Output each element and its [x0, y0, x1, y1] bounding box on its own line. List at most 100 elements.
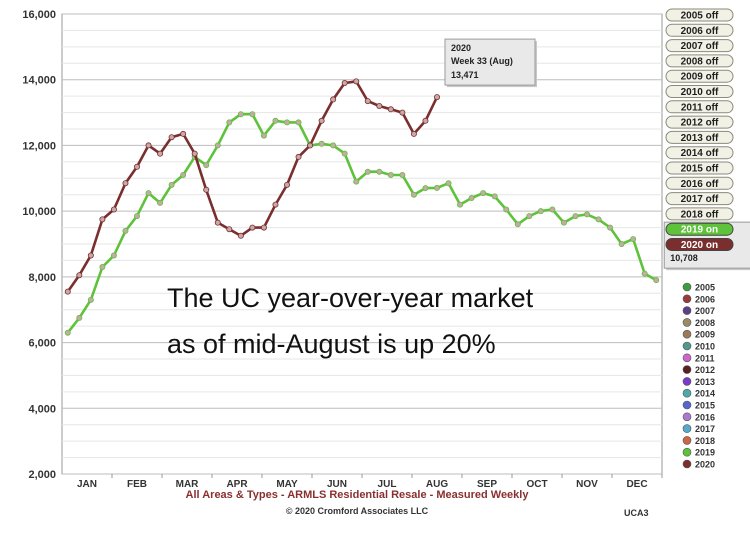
data-point[interactable]	[99, 216, 106, 223]
toggle-button-bg[interactable]	[665, 100, 734, 114]
data-point[interactable]	[526, 213, 533, 220]
data-point[interactable]	[641, 270, 648, 277]
toggle-button-label[interactable]: 2013 off	[681, 133, 719, 144]
toggle-button-label[interactable]: 2006 off	[681, 26, 719, 37]
data-point[interactable]	[237, 111, 244, 118]
toggle-2011[interactable]: 2011 off	[665, 100, 734, 114]
toggle-2012[interactable]: 2012 off	[665, 115, 734, 129]
toggle-button-label[interactable]: 2012 off	[681, 118, 719, 129]
toggle-button-bg[interactable]	[665, 146, 734, 160]
data-point[interactable]	[191, 150, 198, 157]
toggle-2007[interactable]: 2007 off	[665, 39, 734, 53]
data-point[interactable]	[422, 185, 429, 192]
data-point[interactable]	[122, 227, 129, 234]
data-point[interactable]	[376, 103, 383, 110]
toggle-button-label[interactable]: 2019 on	[681, 225, 718, 236]
data-point[interactable]	[468, 194, 475, 201]
data-point[interactable]	[364, 168, 371, 175]
toggle-button-bg[interactable]	[665, 192, 734, 206]
data-point[interactable]	[203, 162, 210, 169]
data-point[interactable]	[283, 181, 290, 188]
data-point[interactable]	[433, 184, 440, 191]
toggle-2005[interactable]: 2005 off	[665, 8, 734, 22]
data-point[interactable]	[364, 98, 371, 105]
data-point[interactable]	[560, 219, 567, 226]
data-point[interactable]	[145, 190, 152, 197]
data-point[interactable]	[295, 153, 302, 160]
data-point[interactable]	[99, 263, 106, 270]
toggle-button-bg[interactable]	[665, 115, 734, 129]
toggle-button-bg[interactable]	[665, 85, 734, 98]
data-point[interactable]	[537, 208, 544, 215]
data-point[interactable]	[572, 213, 579, 220]
data-point[interactable]	[307, 142, 314, 149]
toggle-2009[interactable]: 2009 off	[665, 69, 734, 83]
toggle-2020[interactable]: 2020 on	[665, 238, 734, 252]
data-point[interactable]	[64, 288, 71, 295]
toggle-button-label[interactable]: 2016 off	[681, 179, 719, 190]
data-point[interactable]	[272, 201, 279, 208]
toggle-2015[interactable]: 2015 off	[665, 161, 734, 175]
toggle-button-label[interactable]: 2009 off	[681, 72, 719, 83]
toggle-button-bg[interactable]	[665, 39, 734, 53]
data-point[interactable]	[110, 206, 117, 213]
data-point[interactable]	[157, 150, 164, 157]
data-point[interactable]	[595, 216, 602, 223]
data-point[interactable]	[618, 240, 625, 247]
data-point[interactable]	[341, 150, 348, 157]
data-point[interactable]	[445, 180, 452, 187]
toggle-2010[interactable]: 2010 off	[665, 85, 734, 99]
data-point[interactable]	[399, 171, 406, 178]
data-point[interactable]	[249, 224, 256, 231]
data-point[interactable]	[503, 206, 510, 213]
data-point[interactable]	[491, 193, 498, 200]
toggle-button-bg[interactable]	[665, 176, 734, 190]
toggle-button-label[interactable]: 2011 off	[681, 102, 719, 113]
data-point[interactable]	[226, 119, 233, 126]
data-point[interactable]	[457, 201, 464, 208]
data-point[interactable]	[410, 191, 417, 198]
data-point[interactable]	[122, 180, 129, 187]
data-point[interactable]	[630, 236, 637, 243]
data-point[interactable]	[341, 80, 348, 87]
data-point[interactable]	[180, 171, 187, 178]
toggle-button-bg[interactable]	[665, 238, 734, 251]
data-point[interactable]	[353, 178, 360, 185]
data-point[interactable]	[387, 106, 394, 113]
toggle-2018[interactable]: 2018 off	[665, 207, 734, 221]
data-point[interactable]	[399, 109, 406, 116]
data-point[interactable]	[433, 94, 440, 101]
data-point[interactable]	[318, 117, 325, 124]
data-point[interactable]	[330, 142, 337, 149]
toggle-button-label[interactable]: 2010 off	[681, 87, 719, 98]
toggle-button-bg[interactable]	[665, 23, 734, 37]
data-point[interactable]	[214, 219, 221, 226]
data-point[interactable]	[260, 132, 267, 139]
data-point[interactable]	[214, 142, 221, 149]
data-point[interactable]	[76, 314, 83, 321]
toggle-button-bg[interactable]	[665, 69, 734, 83]
toggle-button-bg[interactable]	[665, 130, 734, 144]
toggle-button-bg[interactable]	[665, 54, 734, 68]
toggle-2013[interactable]: 2013 off	[665, 130, 734, 144]
data-point[interactable]	[157, 199, 164, 206]
toggle-2017[interactable]: 2017 off	[665, 192, 734, 206]
data-point[interactable]	[226, 226, 233, 233]
data-point[interactable]	[168, 134, 175, 141]
data-point[interactable]	[249, 111, 256, 118]
data-point[interactable]	[272, 117, 279, 124]
toggle-2006[interactable]: 2006 off	[665, 23, 734, 37]
data-point[interactable]	[203, 186, 210, 193]
data-point[interactable]	[133, 213, 140, 220]
data-point[interactable]	[110, 252, 117, 259]
data-point[interactable]	[607, 224, 614, 231]
toggle-button-label[interactable]: 2014 off	[681, 148, 719, 159]
toggle-2014[interactable]: 2014 off	[665, 146, 734, 160]
data-point[interactable]	[584, 211, 591, 218]
toggle-2016[interactable]: 2016 off	[665, 176, 734, 190]
data-point[interactable]	[318, 140, 325, 147]
data-point[interactable]	[330, 96, 337, 103]
toggle-button-label[interactable]: 2015 off	[681, 164, 719, 175]
data-point[interactable]	[76, 272, 83, 279]
data-point[interactable]	[64, 329, 71, 336]
